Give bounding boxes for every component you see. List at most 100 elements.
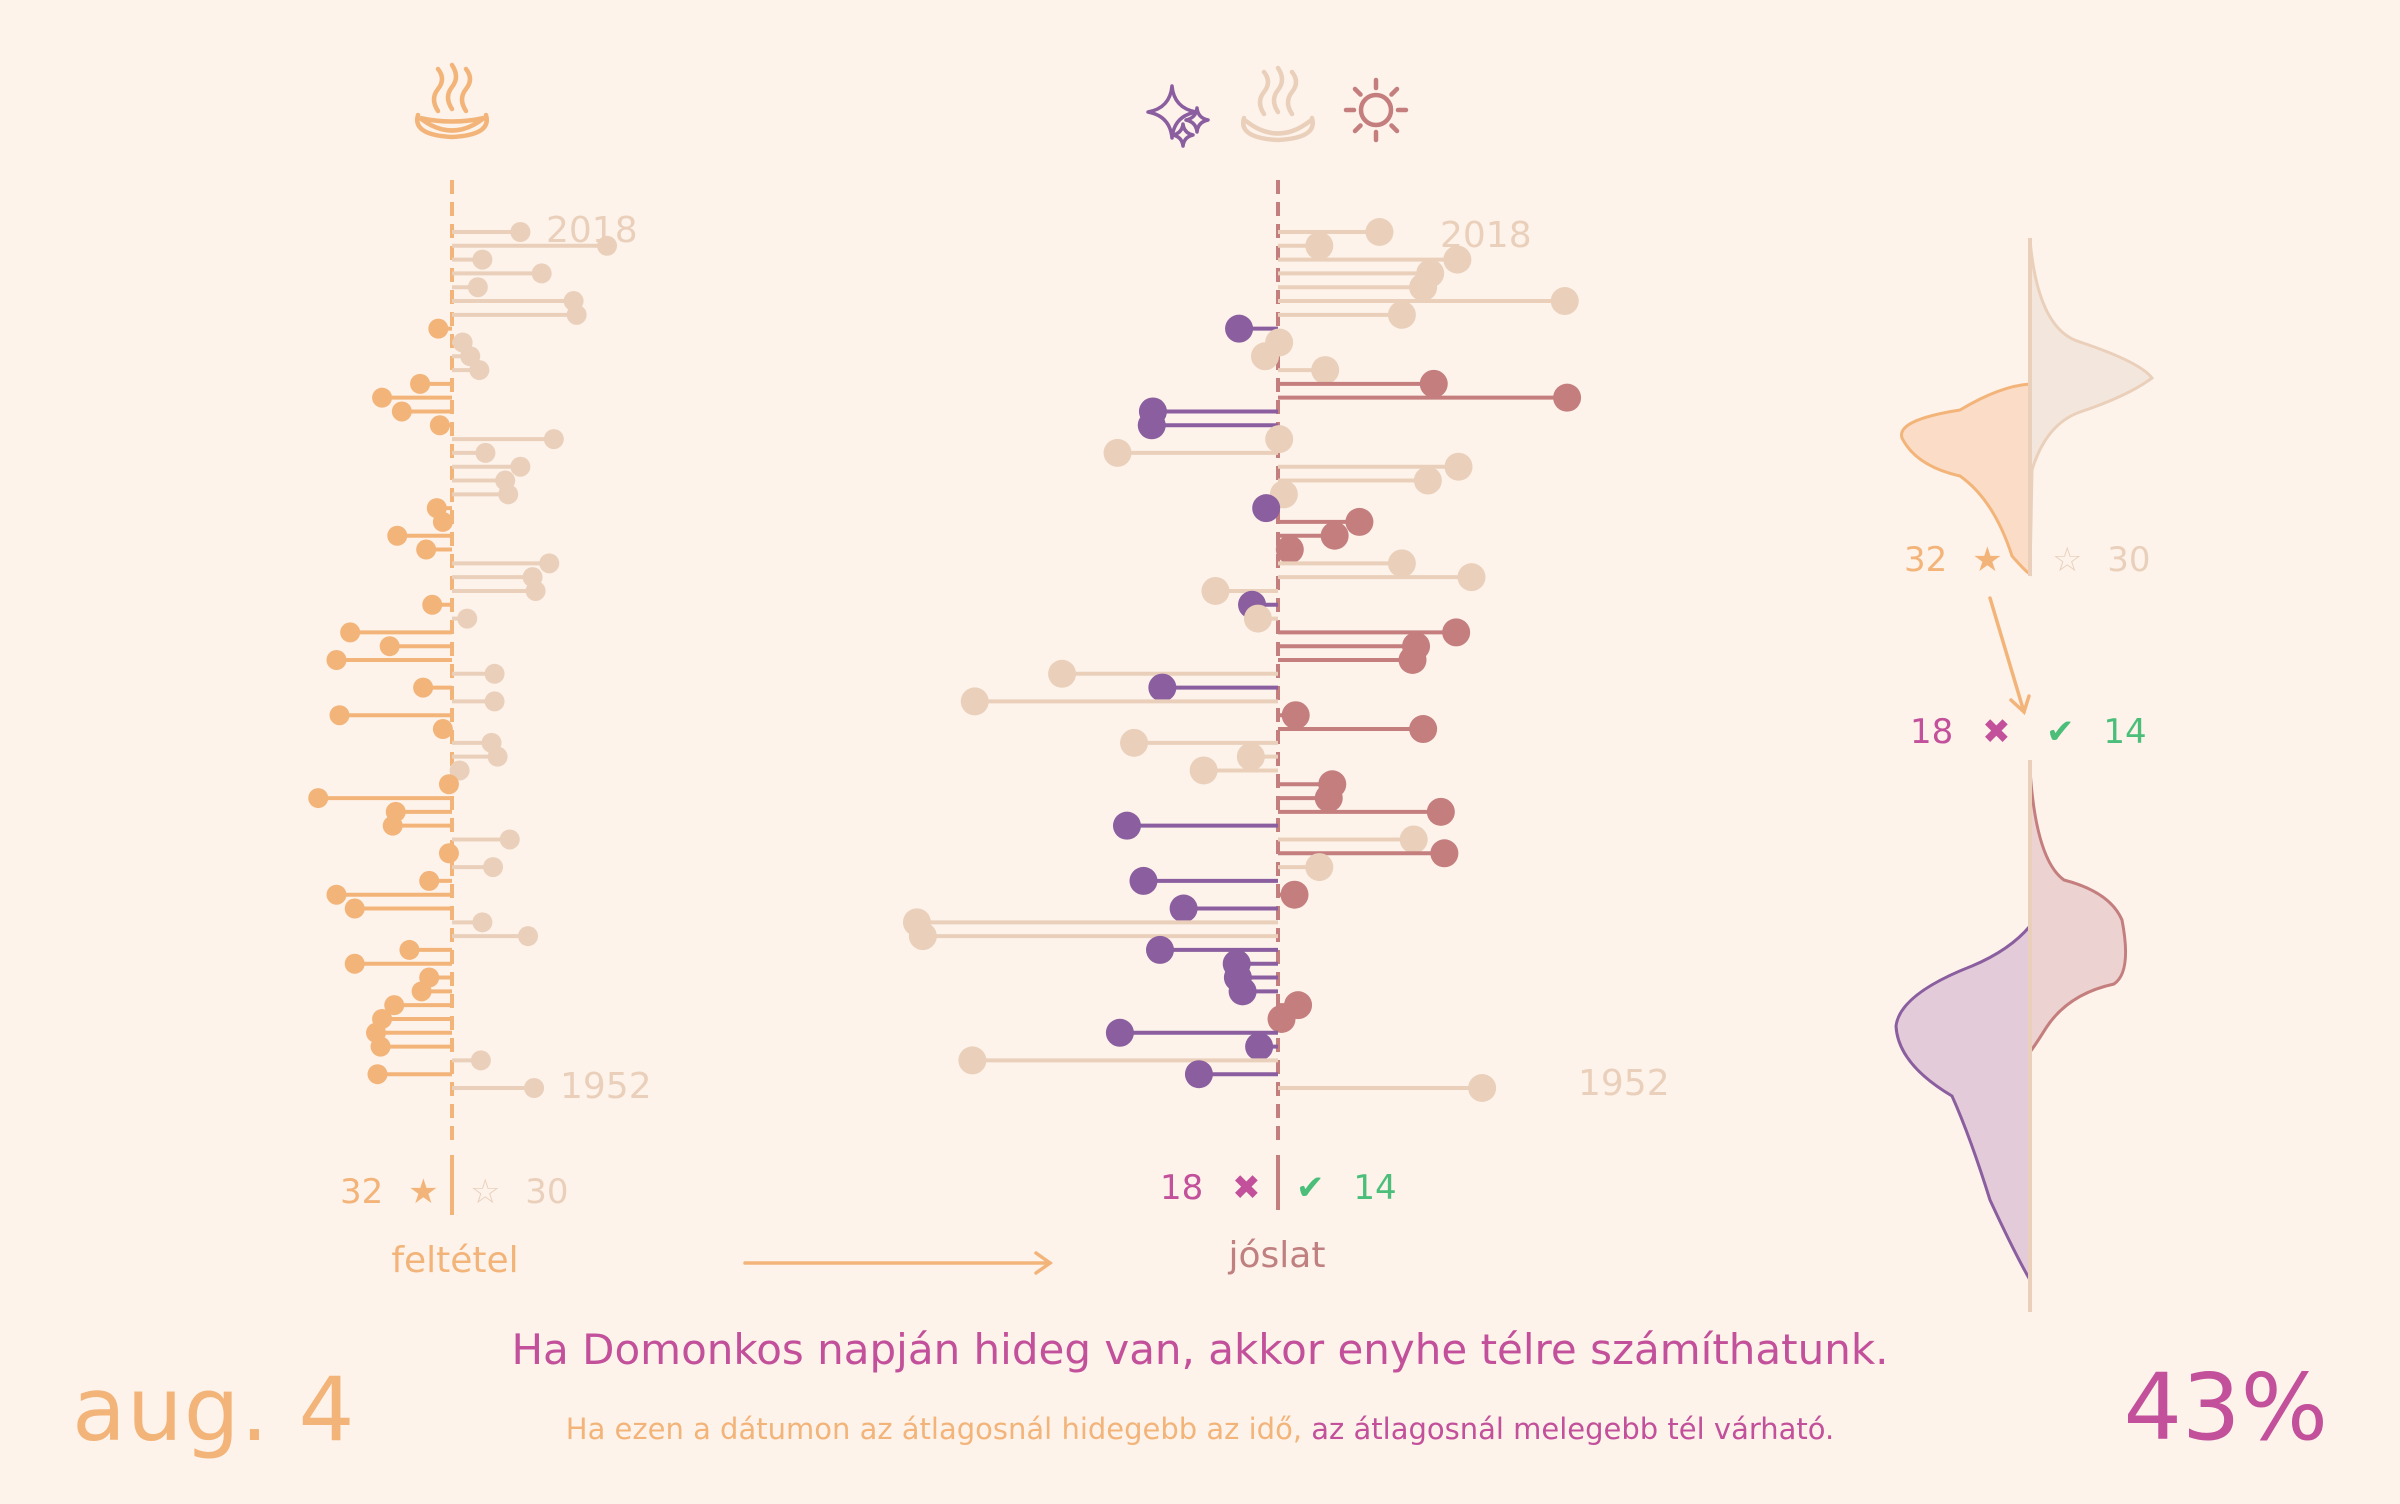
lollipop-dot (1105, 1018, 1134, 1047)
hot-spring-icon (414, 62, 490, 140)
check-icon: ✔ (1296, 1168, 1325, 1208)
lollipop-dot (438, 843, 459, 864)
density-cold-counts: 32 ★ (1904, 540, 2003, 580)
lollipop-dot (469, 360, 490, 381)
lollipop-dot (1305, 231, 1334, 260)
lollipop-dot (326, 650, 347, 670)
lollipop-dot (1409, 273, 1438, 302)
cold-density (1900, 382, 2032, 577)
lollipop-dot (340, 622, 361, 643)
lollipop-dot (1399, 825, 1428, 854)
condition-year-top-label: 2018 (546, 210, 638, 251)
lollipop-dot (1129, 866, 1158, 895)
lollipop-dot (958, 1046, 987, 1075)
density-cross-icon: ✖ (1982, 712, 2011, 752)
fail-density (1894, 921, 2032, 1286)
lollipop-dot (1103, 438, 1132, 467)
cross-icon: ✖ (1232, 1168, 1261, 1208)
lollipop-dot (1201, 576, 1230, 605)
lollipop-dot (525, 580, 546, 601)
lollipop-dot (1243, 604, 1272, 633)
lollipop-dot (1413, 466, 1442, 495)
condition-label: feltétel (391, 1240, 519, 1281)
lollipop-dot (908, 922, 937, 951)
explanation-text: Ha ezen a dátumon az átlagosnál hidegebb… (0, 1412, 2400, 1446)
lollipop-dot (379, 636, 400, 657)
lollipop-dot (1398, 646, 1427, 674)
lollipop-dot (1387, 549, 1416, 578)
lollipop-dot (326, 884, 347, 905)
date-label: aug. 4 (72, 1358, 356, 1461)
lollipop-dot (387, 525, 408, 546)
density-fail-counts: 18 ✖ (1910, 712, 2011, 752)
lollipop-dot (1468, 1074, 1497, 1102)
lollipop-dot (1245, 1032, 1274, 1061)
lollipop-dot (467, 277, 488, 298)
lollipop-dot (1345, 507, 1374, 536)
success-density (2028, 769, 2128, 1057)
lollipop-dot (411, 981, 432, 1002)
lollipop-dot (1550, 287, 1579, 316)
warm-density (2028, 239, 2155, 575)
lollipop-dot (384, 995, 405, 1016)
lollipop-dot (1443, 245, 1472, 274)
prediction-lollipops (902, 218, 1582, 1102)
lollipop-dot (1251, 342, 1280, 371)
lollipop-dot (1311, 356, 1340, 385)
lollipop-dot (1305, 853, 1334, 882)
lollipop-dot (472, 912, 493, 933)
lollipop-dot (1112, 811, 1141, 840)
density-star-filled-icon: ★ (1972, 540, 2003, 580)
lollipop-dot (1430, 839, 1459, 868)
lollipop-dot (1409, 715, 1438, 744)
hot-spring-icon (1240, 65, 1316, 143)
lollipop-dot (510, 456, 531, 477)
lollipop-dot (416, 539, 437, 560)
cold-count: 32 (340, 1172, 384, 1212)
density-warm-count: 30 (2107, 540, 2151, 580)
lollipop-dot (428, 318, 449, 339)
density-arrow (1988, 596, 2031, 716)
lollipop-dot (1457, 563, 1486, 592)
lollipop-dot (344, 898, 365, 919)
lollipop-dot (566, 304, 587, 325)
lollipop-dot (543, 429, 564, 450)
condition-year-bottom-label: 1952 (560, 1066, 652, 1107)
lollipop-dot (1184, 1060, 1213, 1089)
warm-count: 30 (525, 1172, 569, 1212)
density-cold-count: 32 (1904, 540, 1948, 580)
density-star-empty-icon: ☆ (2052, 540, 2083, 580)
sparkles-icon (1146, 84, 1210, 148)
lollipop-dot (510, 222, 531, 242)
explanation-outcome: az átlagosnál melegebb tél várható. (1311, 1412, 1835, 1446)
lollipop-dot (1148, 673, 1177, 702)
lollipop-dot (531, 263, 552, 284)
lollipop-dot (432, 511, 453, 532)
condition-counts: 32 ★ (340, 1172, 439, 1212)
lollipop-dot (1252, 494, 1281, 523)
lollipop-dot (1048, 659, 1077, 688)
lollipop-dot (1280, 880, 1309, 909)
density-check-icon: ✔ (2046, 712, 2075, 752)
lollipop-dot (1189, 756, 1218, 785)
lollipop-dot (329, 705, 350, 726)
density-warm-counts: ☆ 30 (2052, 540, 2151, 580)
lollipop-dot (344, 953, 365, 974)
lollipop-dot (484, 663, 505, 684)
lollipop-dot (1281, 701, 1310, 730)
star-filled-icon: ★ (408, 1172, 439, 1212)
lollipop-dot (1442, 618, 1471, 647)
lollipop-dot (483, 857, 504, 878)
lollipop-dot (524, 1078, 545, 1098)
lollipop-dot (1236, 742, 1265, 771)
lollipop-dot (472, 249, 493, 270)
lollipop-dot (1146, 935, 1174, 964)
lollipop-dot (1120, 728, 1149, 757)
lollipop-dot (960, 687, 989, 716)
lollipop-dot (498, 484, 519, 505)
lollipop-dot (1267, 1004, 1296, 1033)
lollipop-dot (1387, 300, 1416, 329)
lollipop-dot (449, 760, 470, 781)
prediction-label: jóslat (1228, 1235, 1326, 1276)
lollipop-dot (1426, 797, 1455, 826)
